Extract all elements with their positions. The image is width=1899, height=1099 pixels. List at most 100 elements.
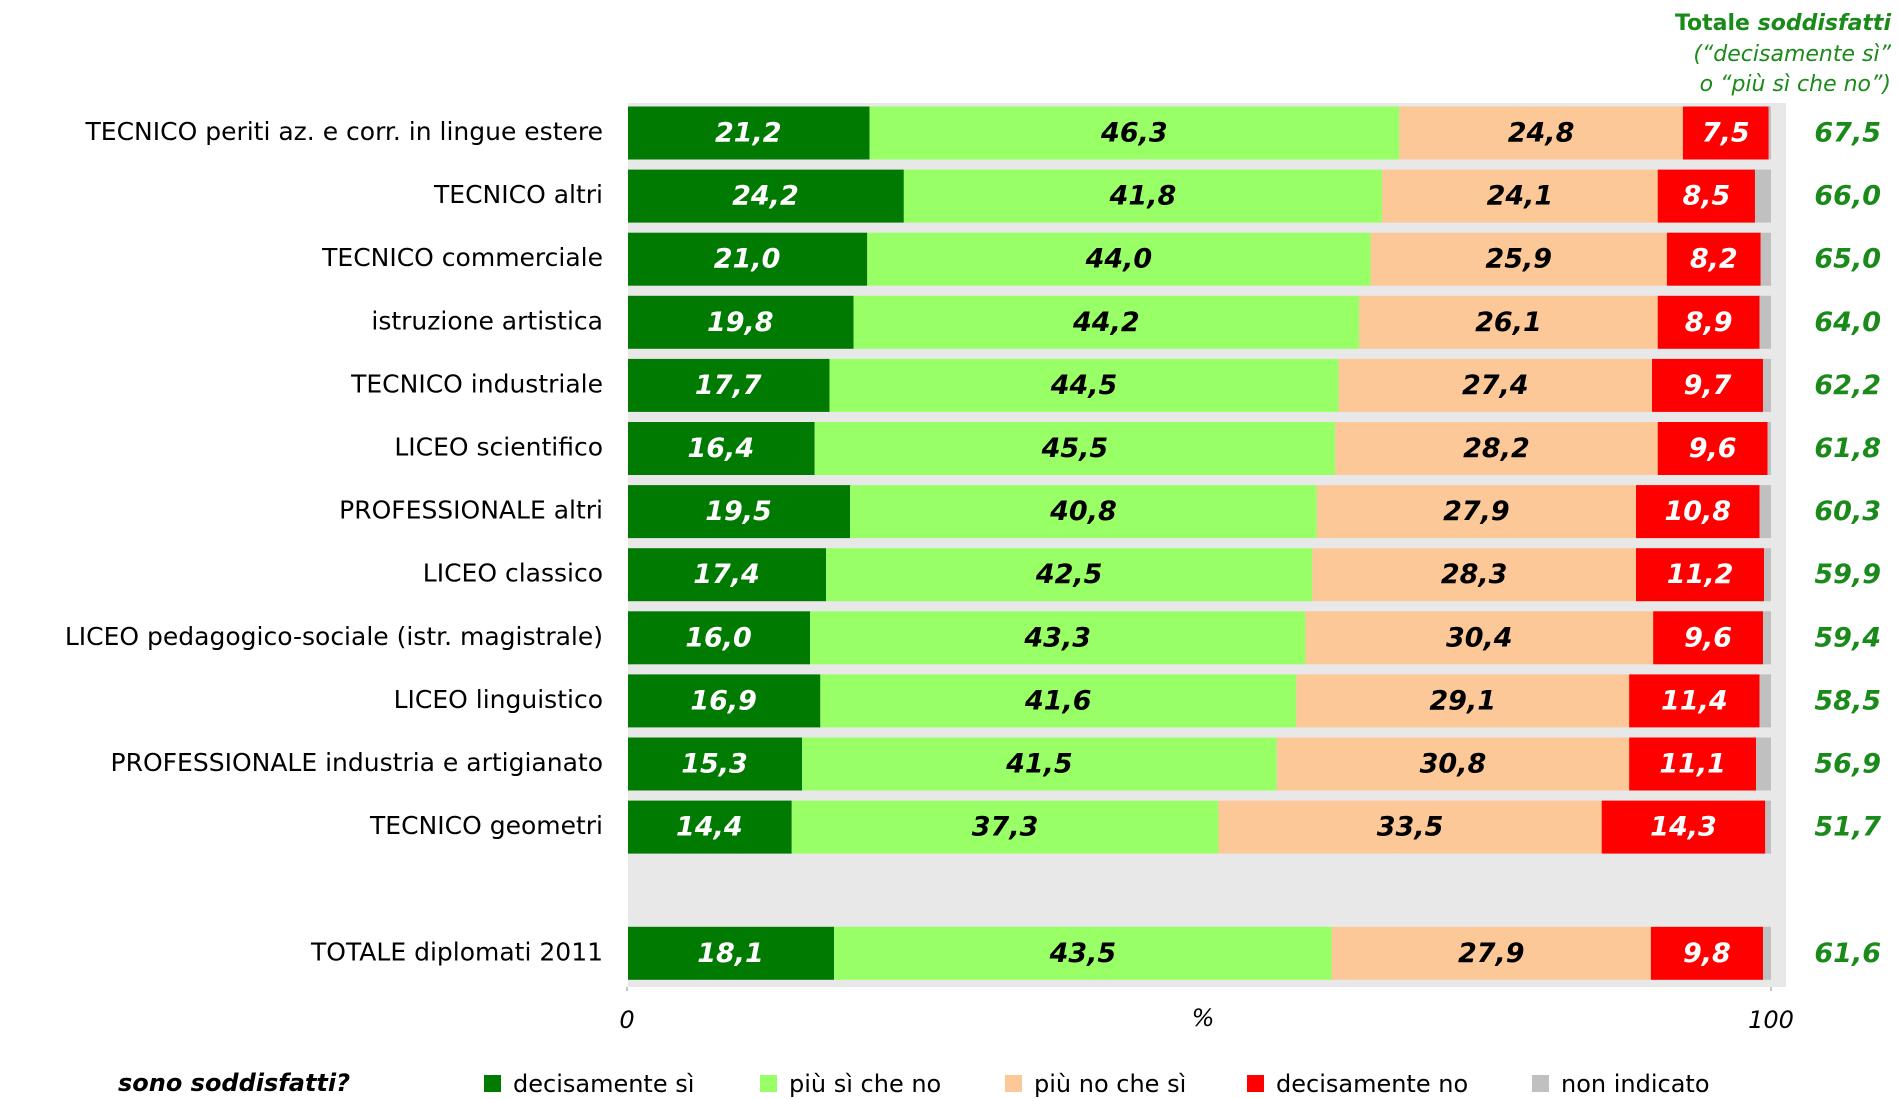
data-label: 46,3: [1100, 118, 1168, 149]
total-label: 65,0: [1814, 244, 1881, 275]
bar-segment: [829, 358, 1339, 412]
category-label: TECNICO periti az. e corr. in lingue est…: [85, 117, 603, 146]
data-label: 42,5: [1035, 559, 1103, 590]
total-label: 60,3: [1814, 496, 1881, 527]
bar-segment: [1629, 737, 1757, 791]
data-label: 8,9: [1685, 307, 1733, 338]
data-label: 30,4: [1446, 622, 1513, 653]
data-label: 8,2: [1690, 244, 1738, 275]
bar-segment: [1759, 295, 1771, 349]
data-label: 10,8: [1664, 496, 1731, 527]
data-label: 17,7: [695, 370, 762, 401]
bar-segment: [1305, 611, 1654, 665]
data-label: 30,8: [1420, 749, 1487, 780]
data-label: 11,1: [1659, 749, 1726, 780]
bar-segment: [627, 737, 803, 791]
bar-segment: [627, 422, 815, 475]
bar-segment: [1331, 926, 1651, 980]
legend-swatch: [1005, 1075, 1022, 1092]
data-label: 19,5: [705, 496, 772, 527]
data-label: 27,9: [1443, 496, 1510, 527]
bar-segment: [903, 169, 1383, 223]
data-label: 25,9: [1485, 244, 1552, 275]
bar-segment: [627, 232, 868, 286]
data-label: 28,2: [1463, 433, 1530, 464]
bar-segment: [627, 106, 870, 160]
bar-segment: [1682, 106, 1769, 160]
category-label: LICEO classico: [423, 559, 603, 588]
bar-segment: [627, 485, 851, 539]
legend-label: più no che sì: [1034, 1070, 1186, 1098]
data-label: 41,5: [1005, 749, 1073, 780]
data-label: 8,5: [1682, 181, 1730, 212]
bar-segment: [1399, 106, 1683, 160]
bar-segment: [1276, 737, 1630, 791]
data-label: 16,0: [685, 622, 752, 653]
data-label: 27,9: [1458, 938, 1525, 969]
bar-segment: [1762, 358, 1771, 412]
data-label: 44,0: [1085, 244, 1153, 275]
total-label: 59,4: [1814, 622, 1881, 653]
bar-segment: [820, 674, 1297, 728]
data-label: 18,1: [697, 938, 764, 969]
legend-swatch: [1247, 1075, 1264, 1092]
bar-segment: [1338, 358, 1653, 412]
data-label: 41,8: [1109, 181, 1177, 212]
data-label: 43,5: [1049, 938, 1117, 969]
category-label: TECNICO industriale: [350, 369, 603, 398]
total-label: 64,0: [1814, 307, 1881, 338]
legend-title: sono soddisfatti?: [118, 1069, 350, 1097]
total-label: 58,5: [1814, 685, 1881, 716]
bar-segment: [1762, 611, 1771, 665]
legend-label: decisamente sì: [513, 1070, 694, 1098]
category-label: LICEO pedagogico-sociale (istr. magistra…: [65, 622, 603, 651]
bar-segment: [1767, 422, 1771, 475]
bar-segment: [1636, 485, 1760, 539]
data-label: 11,4: [1661, 685, 1728, 716]
bar-segment: [1636, 548, 1765, 602]
bar-segment: [1296, 674, 1630, 728]
data-label: 43,3: [1023, 622, 1091, 653]
legend-label: decisamente no: [1276, 1070, 1468, 1098]
bar-segment: [869, 106, 1400, 160]
bar-segment: [627, 800, 792, 854]
data-label: 44,2: [1072, 307, 1140, 338]
bar-segment: [1764, 548, 1771, 602]
data-label: 24,8: [1508, 118, 1575, 149]
data-label: 21,2: [715, 118, 782, 149]
bar-segment: [1768, 106, 1771, 160]
bar-segment: [1762, 926, 1771, 980]
total-header: Totale soddisfatti: [1675, 11, 1891, 36]
data-label: 11,2: [1667, 559, 1734, 590]
bar-segment: [627, 611, 811, 665]
bar-segment: [810, 611, 1306, 665]
bar-segment: [1754, 169, 1771, 223]
bar-segment: [627, 169, 904, 223]
data-label: 7,5: [1702, 118, 1750, 149]
total-label: 67,5: [1814, 118, 1881, 149]
data-label: 9,6: [1689, 433, 1737, 464]
bar-segment: [1657, 422, 1768, 475]
bar-segment: [627, 674, 821, 728]
data-label: 15,3: [681, 749, 748, 780]
data-label: 40,8: [1049, 496, 1117, 527]
total-header-italic: soddisfatti: [1758, 11, 1892, 36]
bar-segment: [1359, 295, 1658, 349]
x-tick-label: 0: [619, 1006, 634, 1034]
data-label: 28,3: [1441, 559, 1508, 590]
bar-segment: [802, 737, 1277, 791]
data-label: 24,1: [1487, 181, 1554, 212]
data-label: 45,5: [1041, 433, 1109, 464]
data-label: 19,8: [707, 307, 774, 338]
bar-segment: [1657, 295, 1760, 349]
x-tick-label: 100: [1748, 1006, 1794, 1034]
total-label: 61,6: [1814, 938, 1881, 969]
bar-segment: [1316, 485, 1637, 539]
bar-segment: [1629, 674, 1760, 728]
data-label: 29,1: [1429, 685, 1496, 716]
bar-segment: [850, 485, 1317, 539]
bar-segment: [1657, 169, 1755, 223]
data-label: 9,6: [1684, 622, 1732, 653]
bar-segment: [1650, 926, 1763, 980]
